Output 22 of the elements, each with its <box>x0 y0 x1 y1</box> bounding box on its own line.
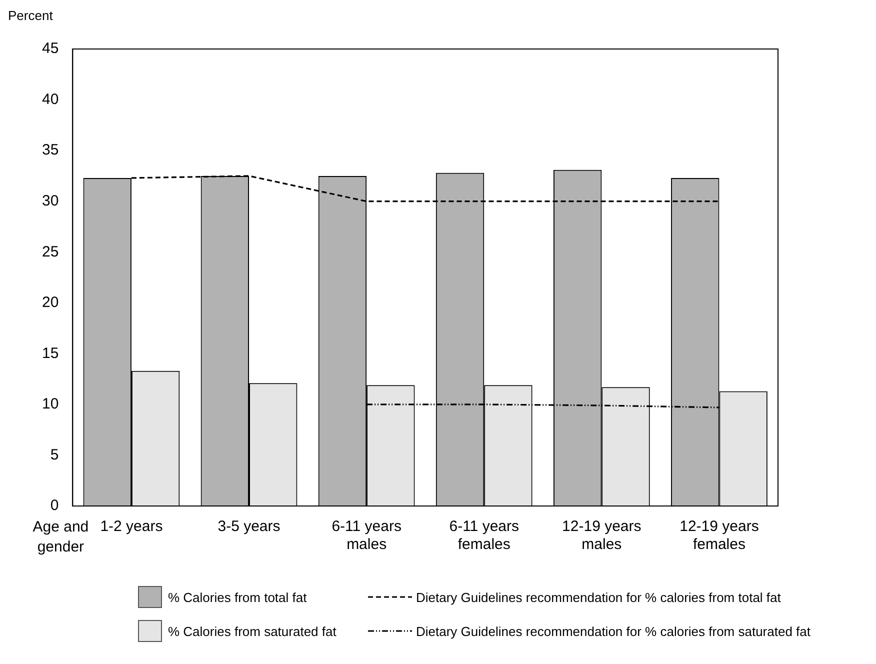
legend-label: Dietary Guidelines recommendation for % calories from saturated fat <box>416 624 811 638</box>
x-tick-label: 12-19 years males <box>562 518 642 554</box>
legend-label: % Calories from total fat <box>168 590 307 604</box>
legend-label: Dietary Guidelines recommendation for % calories from total fat <box>416 590 781 604</box>
x-tick-label: 1-2 years <box>100 518 163 536</box>
y-tick-label: 10 <box>42 396 59 413</box>
x-tick-label: 6-11 years males <box>332 518 402 554</box>
legend-label: % Calories from saturated fat <box>168 624 336 638</box>
y-tick-label: 35 <box>42 142 59 159</box>
y-tick-label: 30 <box>42 192 59 210</box>
y-tick-label: 45 <box>42 40 59 58</box>
x-tick-label: 12-19 years females <box>680 518 759 554</box>
y-tick-label: 15 <box>42 344 59 362</box>
x-axis-title: Age and gender <box>32 518 89 556</box>
y-tick-label: 25 <box>42 243 59 260</box>
x-tick-label: 3-5 years <box>218 518 280 536</box>
y-tick-label: 0 <box>50 497 59 514</box>
y-tick-label: 40 <box>42 90 59 108</box>
x-tick-label: 6-11 years females <box>449 518 519 554</box>
y-tick-label: 20 <box>42 294 59 312</box>
y-axis-title: Percent <box>8 8 54 25</box>
y-tick-label: 5 <box>50 446 59 464</box>
